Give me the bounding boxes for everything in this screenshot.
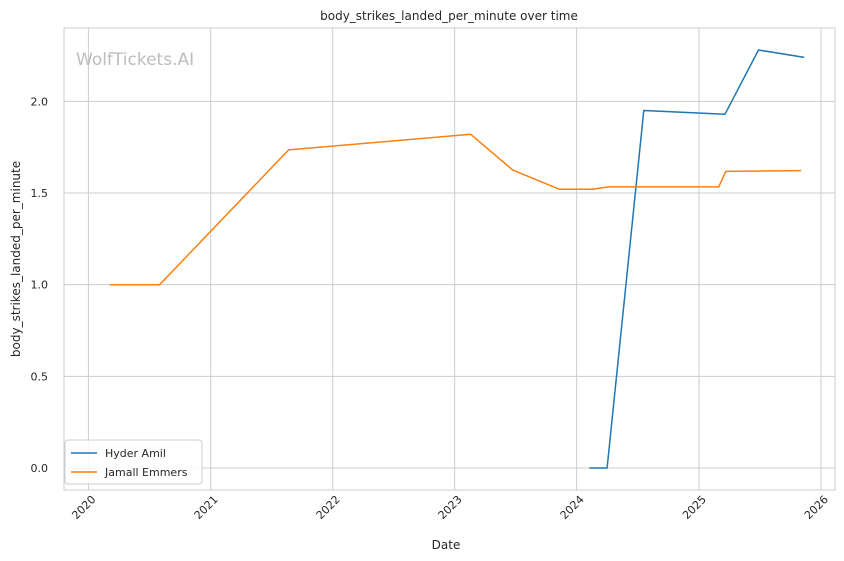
y-tick-label: 1.0 — [31, 279, 49, 292]
y-tick-label: 1.5 — [31, 187, 49, 200]
legend-label-jamall-emmers: Jamall Emmers — [104, 466, 188, 479]
series-line-jamall-emmers — [109, 133, 802, 286]
series-line-hyder-amil — [589, 49, 805, 469]
series-layer — [109, 49, 805, 469]
y-axis-title: body_strikes_landed_per_minute — [9, 161, 23, 357]
y-tick-label: 0.5 — [31, 370, 49, 383]
y-axis-ticks: 0.0 0.5 1.0 1.5 2.0 — [31, 95, 49, 475]
plot-frame — [63, 27, 836, 491]
x-axis-title: Date — [432, 538, 461, 552]
plot-area — [64, 28, 835, 490]
legend: Hyder Amil Jamall Emmers — [64, 439, 203, 485]
legend-box — [64, 439, 203, 485]
y-tick-label: 0.0 — [31, 462, 49, 475]
chart-title: body_strikes_landed_per_minute over time — [320, 9, 578, 23]
y-tick-label: 2.0 — [31, 95, 49, 108]
watermark: WolfTickets.AI — [76, 50, 194, 70]
legend-label-hyder-amil: Hyder Amil — [105, 447, 166, 460]
